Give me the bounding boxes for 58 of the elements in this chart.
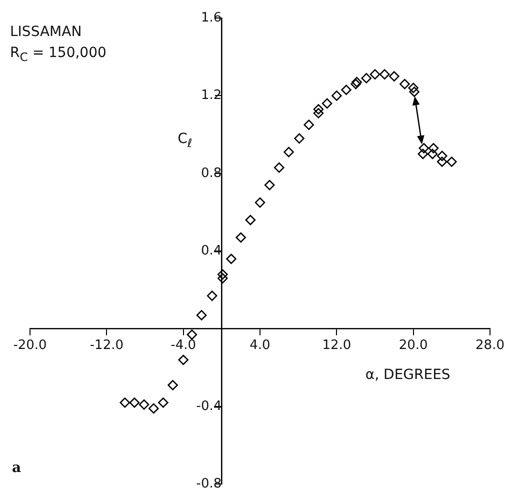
point bbox=[379, 69, 390, 80]
point bbox=[304, 120, 314, 130]
point bbox=[129, 397, 140, 408]
point bbox=[138, 399, 150, 410]
point bbox=[217, 269, 228, 280]
y-axis-title: C$_{ℓ}$ bbox=[178, 130, 192, 150]
y-tick-label: 0.4 bbox=[200, 243, 222, 258]
point bbox=[226, 254, 236, 264]
point bbox=[332, 90, 342, 101]
point bbox=[389, 71, 400, 82]
point bbox=[341, 84, 352, 96]
x-tick-label: 12.0 bbox=[322, 338, 352, 353]
point bbox=[400, 78, 410, 90]
point bbox=[186, 329, 198, 340]
text: a bbox=[12, 460, 22, 476]
annotation: LISSAMAN bbox=[10, 24, 82, 40]
point bbox=[245, 214, 256, 226]
x-tick-label: 4.0 bbox=[250, 338, 270, 353]
point bbox=[206, 290, 218, 301]
point bbox=[254, 197, 266, 208]
y-tick-label: 1.6 bbox=[200, 10, 222, 26]
point bbox=[158, 397, 168, 408]
x-tick-label: 20.0 bbox=[398, 338, 428, 353]
x-tick-label: 28.0 bbox=[476, 338, 504, 353]
y-tick-label: -0.4 bbox=[196, 398, 222, 414]
y-tick-label: -0.8 bbox=[196, 476, 222, 492]
point bbox=[436, 150, 448, 162]
x-tick-label: -12.0 bbox=[90, 338, 124, 353]
point bbox=[264, 180, 275, 190]
point bbox=[408, 82, 418, 94]
point bbox=[418, 148, 428, 160]
point bbox=[236, 232, 246, 243]
point bbox=[196, 310, 207, 320]
point bbox=[274, 162, 284, 173]
point bbox=[284, 146, 294, 158]
x-tick-label: -4.0 bbox=[170, 338, 196, 353]
y-tick-label: 0.8 bbox=[200, 166, 222, 181]
point bbox=[178, 354, 188, 366]
point bbox=[361, 73, 372, 84]
point bbox=[418, 143, 430, 154]
point bbox=[409, 86, 420, 97]
y-tick-label: 1.2 bbox=[200, 88, 222, 104]
point bbox=[168, 380, 178, 390]
point bbox=[322, 98, 332, 109]
x-axis-title: α, DEGREES bbox=[365, 366, 450, 383]
annotation: R$_{C}$ = 150,000 bbox=[10, 45, 106, 64]
point bbox=[313, 104, 324, 114]
x-tick-label: -20.0 bbox=[13, 338, 47, 353]
point bbox=[313, 108, 324, 118]
point bbox=[148, 403, 159, 414]
point bbox=[120, 397, 130, 408]
point bbox=[370, 69, 380, 80]
point bbox=[446, 156, 457, 167]
point bbox=[436, 156, 448, 167]
point bbox=[217, 273, 228, 284]
point bbox=[428, 143, 439, 154]
point bbox=[294, 133, 304, 144]
point bbox=[427, 148, 438, 160]
